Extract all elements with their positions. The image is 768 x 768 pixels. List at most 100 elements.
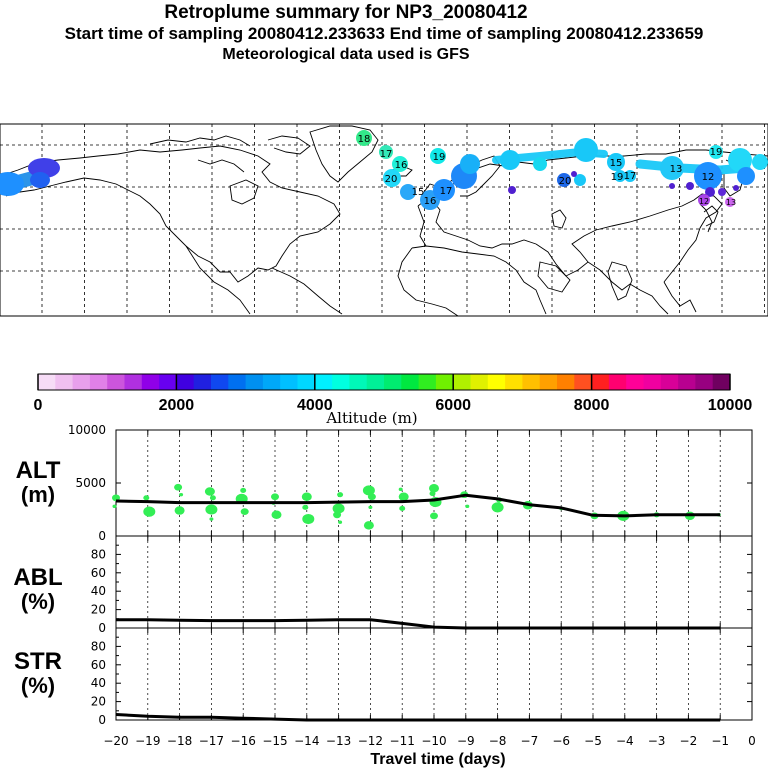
plume-blob bbox=[607, 153, 625, 171]
scatter-point bbox=[205, 504, 218, 515]
particle-label: 17 bbox=[380, 149, 393, 160]
x-tick-label: −18 bbox=[167, 734, 192, 748]
colorbar-cell bbox=[418, 374, 437, 390]
plume-blob bbox=[574, 138, 598, 162]
x-axis-label: Travel time (days) bbox=[370, 751, 505, 768]
colorbar-cell bbox=[453, 374, 471, 390]
scatter-point bbox=[302, 504, 309, 510]
colorbar-cell bbox=[141, 374, 160, 390]
colorbar-tick-label: 10000 bbox=[708, 397, 753, 414]
plume-blob bbox=[383, 169, 401, 187]
particle-label: 12 bbox=[699, 197, 709, 206]
scatter-point bbox=[271, 493, 279, 501]
plume-particles bbox=[0, 130, 768, 210]
colorbar-cell bbox=[72, 374, 91, 390]
plume-blob bbox=[614, 170, 626, 182]
plume-blob bbox=[392, 156, 408, 172]
scatter-point bbox=[363, 521, 374, 530]
scatter-point bbox=[398, 492, 409, 502]
colorbar-cell bbox=[89, 374, 108, 390]
colorbar-tick-label: 2000 bbox=[159, 397, 195, 414]
particle-label: 19 bbox=[611, 172, 624, 183]
colorbar-cell bbox=[211, 374, 229, 390]
x-tick-label: −16 bbox=[231, 734, 256, 748]
colorbar-cell bbox=[384, 374, 402, 390]
scatter-point bbox=[430, 512, 438, 520]
colorbar-cell bbox=[55, 374, 74, 390]
scatter-point bbox=[491, 502, 504, 513]
alt-ylabel-line2: (m) bbox=[21, 482, 55, 507]
colorbar-cell bbox=[38, 374, 56, 390]
scatter-point bbox=[338, 520, 343, 524]
series-line bbox=[115, 493, 721, 518]
particle-label: 17 bbox=[440, 186, 453, 197]
x-tick-label: −14 bbox=[294, 734, 319, 748]
plume-blob bbox=[508, 186, 516, 194]
colorbar-cell bbox=[297, 374, 316, 390]
met-data-line: Meteorological data used is GFS bbox=[222, 46, 470, 63]
x-tick-label: 0 bbox=[748, 734, 756, 748]
y-tick-label: 60 bbox=[91, 566, 106, 580]
colorbar-tick-label: 8000 bbox=[574, 397, 610, 414]
scatter-point bbox=[179, 492, 184, 497]
plume-blob bbox=[379, 145, 393, 159]
colorbar-cell bbox=[470, 374, 489, 390]
scatter-point bbox=[174, 483, 183, 491]
particle-label: 15 bbox=[412, 187, 425, 198]
scatter-point bbox=[204, 487, 215, 496]
y-tick-label: 10000 bbox=[68, 423, 106, 437]
plume-blob bbox=[705, 187, 715, 197]
particle-label: 16 bbox=[395, 160, 408, 171]
str-panel: 0 20 40 60 80 bbox=[91, 627, 753, 727]
scatter-point bbox=[398, 487, 403, 492]
scatter-point bbox=[337, 492, 344, 498]
x-tick-label: −20 bbox=[103, 734, 128, 748]
y-tick-label: 0 bbox=[98, 713, 106, 727]
x-tick-label: −13 bbox=[326, 734, 351, 748]
colorbar-cell bbox=[678, 374, 696, 390]
colorbar-tick-label: 6000 bbox=[435, 397, 471, 414]
colorbar-cell bbox=[124, 374, 143, 390]
colorbar-cell bbox=[262, 374, 281, 390]
time-series-panels: 0 5000 10000 0 20 40 60 80 0 20 40 60 80 ALT (m) A… bbox=[13, 423, 755, 768]
scatter-point bbox=[209, 517, 214, 521]
particle-labels: 18 17 16 19 20 15 17 16 20 15 19 17 13 1… bbox=[358, 134, 736, 207]
particle-label: 20 bbox=[385, 174, 398, 185]
particle-label: 16 bbox=[424, 196, 437, 207]
colorbar-cell bbox=[176, 374, 195, 390]
colorbar-tick-label: 0 bbox=[34, 397, 43, 414]
x-tick-label: −2 bbox=[680, 734, 698, 748]
particle-label: 13 bbox=[726, 198, 736, 207]
plume-blob bbox=[660, 156, 684, 180]
colorbar-label: Altitude (m) bbox=[325, 409, 417, 427]
colorbar-cell bbox=[435, 374, 454, 390]
x-tick-label: −11 bbox=[390, 734, 415, 748]
plume-blob bbox=[500, 150, 520, 170]
x-tick-label: −1 bbox=[711, 734, 729, 748]
y-tick-label: 5000 bbox=[75, 476, 106, 490]
colorbar-cell bbox=[487, 374, 506, 390]
scatter-point bbox=[302, 513, 315, 525]
plume-blob bbox=[709, 145, 723, 159]
plume-blob bbox=[571, 171, 577, 177]
plume-blob bbox=[574, 174, 586, 186]
colorbar-cell bbox=[193, 374, 212, 390]
plume-blob bbox=[725, 197, 735, 207]
particle-label: 20 bbox=[559, 176, 572, 187]
scatter-point bbox=[332, 503, 345, 514]
scatter-point bbox=[209, 495, 216, 501]
colorbar-cell bbox=[349, 374, 368, 390]
str-ylabel-line1: STR bbox=[14, 648, 62, 675]
plume-blob bbox=[624, 170, 636, 182]
colorbar-cell bbox=[608, 374, 627, 390]
scatter-point bbox=[112, 504, 117, 509]
scatter-point bbox=[143, 495, 150, 501]
scatter-point bbox=[240, 508, 249, 516]
str-ylabel-line2: (%) bbox=[21, 673, 55, 698]
alt-panel: 0 5000 10000 bbox=[68, 423, 753, 543]
plume-blob bbox=[400, 184, 416, 200]
plume-blob bbox=[356, 130, 372, 146]
x-tick-labels: −20 −19 −18 −17 −16 −15 −14 −13 −12 −11 −10 −9 −8 −7−… bbox=[103, 734, 755, 748]
plume-blob bbox=[752, 154, 768, 170]
colorbar-cell bbox=[557, 374, 575, 390]
